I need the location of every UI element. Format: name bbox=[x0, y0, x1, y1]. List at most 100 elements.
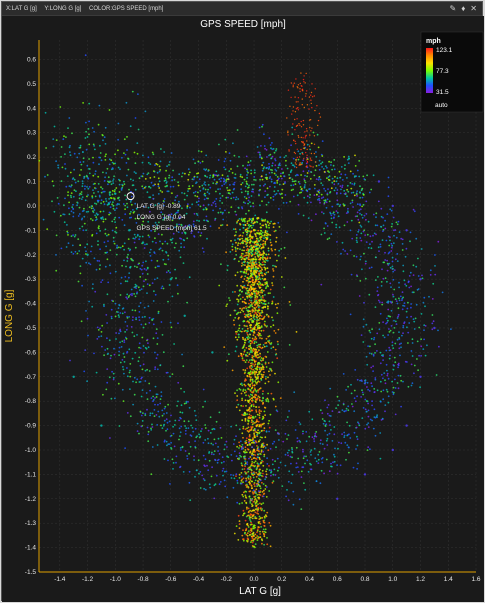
data-point bbox=[274, 405, 277, 408]
data-point bbox=[325, 458, 328, 461]
data-point bbox=[203, 193, 206, 196]
data-point bbox=[249, 513, 252, 515]
data-point bbox=[360, 255, 362, 258]
data-point bbox=[244, 224, 247, 227]
data-point bbox=[341, 179, 344, 181]
data-point bbox=[300, 148, 302, 151]
data-point bbox=[243, 284, 246, 287]
data-point bbox=[431, 322, 434, 325]
data-point bbox=[268, 521, 271, 524]
data-point bbox=[255, 235, 257, 238]
data-point bbox=[255, 488, 258, 491]
data-point bbox=[265, 515, 268, 518]
data-point bbox=[164, 177, 167, 180]
data-point bbox=[266, 156, 268, 158]
y-tick-label: -0.1 bbox=[25, 227, 37, 234]
data-point bbox=[244, 342, 246, 344]
data-point bbox=[226, 269, 229, 272]
data-point bbox=[165, 429, 167, 432]
data-point bbox=[288, 301, 291, 303]
data-point bbox=[274, 253, 277, 256]
data-point bbox=[293, 151, 296, 154]
data-point bbox=[248, 517, 251, 519]
data-point bbox=[64, 163, 66, 165]
data-point bbox=[230, 454, 233, 456]
tag-icon[interactable]: ♦ bbox=[461, 4, 466, 13]
data-point bbox=[117, 311, 119, 313]
data-point bbox=[245, 155, 248, 158]
data-point bbox=[125, 198, 128, 201]
data-point bbox=[377, 246, 380, 249]
data-point bbox=[252, 290, 256, 293]
data-point bbox=[127, 247, 130, 250]
data-point bbox=[147, 430, 150, 433]
data-point bbox=[353, 255, 355, 257]
data-point bbox=[249, 318, 251, 321]
data-point bbox=[268, 226, 270, 229]
data-point bbox=[434, 254, 436, 256]
data-point bbox=[306, 154, 308, 156]
data-point bbox=[264, 261, 267, 263]
data-point bbox=[248, 441, 250, 444]
data-point bbox=[361, 196, 364, 199]
data-point bbox=[262, 417, 265, 420]
data-point bbox=[197, 172, 200, 175]
data-point bbox=[274, 164, 277, 167]
data-point bbox=[256, 247, 259, 250]
data-point bbox=[246, 331, 248, 334]
data-point bbox=[257, 362, 260, 364]
x-tick-label: -0.2 bbox=[221, 576, 233, 583]
data-point bbox=[174, 226, 176, 229]
data-point bbox=[248, 415, 251, 418]
data-point bbox=[181, 446, 184, 449]
data-point bbox=[135, 222, 138, 224]
data-point bbox=[274, 303, 277, 306]
data-point bbox=[266, 468, 268, 471]
x-tick-label: -0.4 bbox=[193, 576, 205, 583]
data-point bbox=[139, 267, 142, 270]
data-point bbox=[247, 372, 250, 375]
data-point bbox=[171, 241, 174, 244]
data-point bbox=[100, 159, 103, 162]
data-point bbox=[328, 171, 330, 174]
data-point bbox=[68, 207, 70, 210]
data-point bbox=[149, 255, 152, 257]
data-point bbox=[233, 258, 236, 261]
data-point bbox=[382, 398, 385, 401]
data-point bbox=[52, 184, 55, 187]
data-point bbox=[170, 446, 172, 449]
data-point bbox=[363, 214, 366, 217]
data-point bbox=[171, 192, 173, 195]
data-point bbox=[291, 178, 294, 181]
data-point bbox=[267, 221, 269, 223]
data-point bbox=[290, 162, 293, 165]
data-point bbox=[391, 256, 394, 259]
data-point bbox=[248, 277, 250, 280]
data-point bbox=[246, 461, 249, 463]
data-point bbox=[190, 232, 193, 235]
data-point bbox=[300, 476, 303, 478]
data-point bbox=[242, 285, 245, 288]
data-point bbox=[441, 291, 444, 294]
data-point bbox=[106, 368, 109, 370]
data-point bbox=[141, 264, 144, 267]
data-point bbox=[212, 182, 215, 185]
data-point bbox=[139, 289, 141, 291]
y-tick-label: -1.0 bbox=[25, 447, 37, 454]
data-point bbox=[322, 196, 325, 199]
data-point bbox=[295, 462, 298, 465]
data-point bbox=[175, 277, 177, 280]
pin-icon[interactable]: ✎ bbox=[449, 4, 457, 13]
data-point bbox=[282, 440, 285, 443]
data-point bbox=[253, 432, 256, 435]
data-point bbox=[265, 496, 268, 498]
data-point bbox=[243, 456, 246, 459]
data-point bbox=[260, 423, 262, 426]
data-point bbox=[257, 311, 259, 313]
data-point bbox=[53, 125, 56, 128]
data-point bbox=[220, 437, 223, 439]
close-icon[interactable]: ✕ bbox=[470, 4, 477, 13]
data-point bbox=[346, 188, 348, 191]
data-point bbox=[266, 325, 268, 327]
scatter-plot[interactable]: GPS SPEED [mph] -1.4 -1.2 -1.0 -0.8 -0.6 -0.4… bbox=[2, 16, 484, 602]
